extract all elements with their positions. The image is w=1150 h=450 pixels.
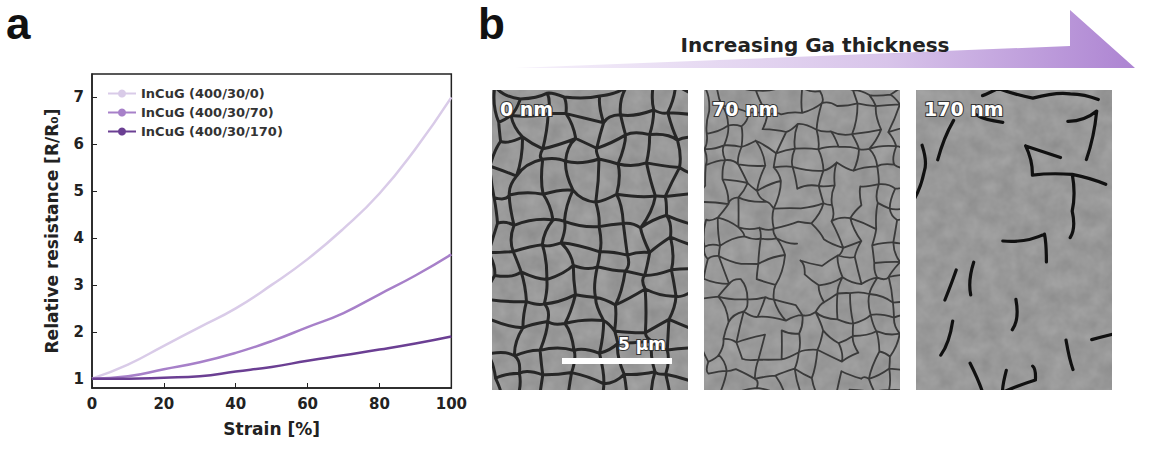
svg-text:1: 1 — [74, 370, 84, 388]
svg-text:0 nm: 0 nm — [500, 98, 553, 120]
svg-text:60: 60 — [297, 395, 318, 413]
svg-text:Strain [%]: Strain [%] — [223, 419, 320, 439]
svg-text:Relative resistance [R/R₀]: Relative resistance [R/R₀] — [42, 109, 62, 354]
svg-text:6: 6 — [74, 135, 84, 153]
svg-text:2: 2 — [74, 323, 84, 341]
html-text:b: b — [478, 0, 505, 48]
svg-text:0: 0 — [87, 395, 97, 413]
html-text:a: a — [6, 0, 31, 48]
svg-text:40: 40 — [225, 395, 246, 413]
svg-text:InCuG (400/30/70): InCuG (400/30/70) — [141, 105, 274, 120]
svg-text:170 nm: 170 nm — [924, 98, 1004, 120]
svg-text:5: 5 — [74, 182, 84, 200]
svg-text:7: 7 — [74, 88, 84, 106]
svg-text:20: 20 — [153, 395, 174, 413]
svg-text:Increasing Ga thickness: Increasing Ga thickness — [680, 33, 949, 57]
svg-text:InCuG (400/30/170): InCuG (400/30/170) — [141, 124, 283, 139]
svg-text:70 nm: 70 nm — [712, 98, 778, 120]
svg-text:4: 4 — [74, 229, 84, 247]
svg-text:5 μm: 5 μm — [618, 334, 666, 354]
svg-text:InCuG (400/30/0): InCuG (400/30/0) — [141, 86, 265, 101]
svg-text:100: 100 — [436, 395, 467, 413]
svg-text:80: 80 — [369, 395, 390, 413]
svg-text:3: 3 — [74, 276, 84, 294]
